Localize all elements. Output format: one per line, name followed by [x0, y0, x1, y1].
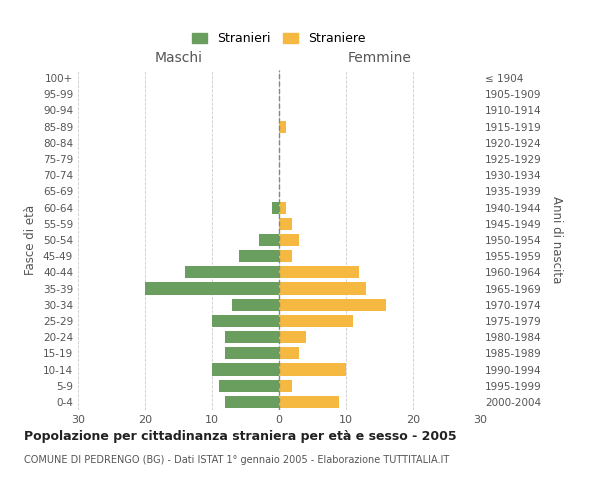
Bar [226, 331, 279, 343]
Text: Popolazione per cittadinanza straniera per età e sesso - 2005: Popolazione per cittadinanza straniera p… [24, 430, 457, 443]
Legend: Stranieri, Straniere: Stranieri, Straniere [188, 28, 370, 49]
Bar [279, 315, 353, 327]
Text: Maschi: Maschi [155, 51, 203, 65]
Bar [279, 331, 306, 343]
Bar [232, 298, 279, 311]
Bar [279, 298, 386, 311]
Bar [145, 282, 279, 294]
Y-axis label: Anni di nascita: Anni di nascita [550, 196, 563, 284]
Bar [279, 348, 299, 360]
Y-axis label: Fasce di età: Fasce di età [25, 205, 37, 275]
Bar [279, 396, 340, 408]
Bar [212, 364, 279, 376]
Bar [212, 315, 279, 327]
Bar [279, 282, 366, 294]
Text: Femmine: Femmine [347, 51, 412, 65]
Bar [279, 234, 299, 246]
Text: COMUNE DI PEDRENGO (BG) - Dati ISTAT 1° gennaio 2005 - Elaborazione TUTTITALIA.I: COMUNE DI PEDRENGO (BG) - Dati ISTAT 1° … [24, 455, 449, 465]
Bar [218, 380, 279, 392]
Bar [279, 202, 286, 213]
Bar [226, 348, 279, 360]
Bar [272, 202, 279, 213]
Bar [279, 218, 292, 230]
Bar [279, 364, 346, 376]
Bar [279, 380, 292, 392]
Bar [239, 250, 279, 262]
Bar [279, 120, 286, 132]
Bar [185, 266, 279, 278]
Bar [279, 266, 359, 278]
Bar [226, 396, 279, 408]
Bar [259, 234, 279, 246]
Bar [279, 250, 292, 262]
